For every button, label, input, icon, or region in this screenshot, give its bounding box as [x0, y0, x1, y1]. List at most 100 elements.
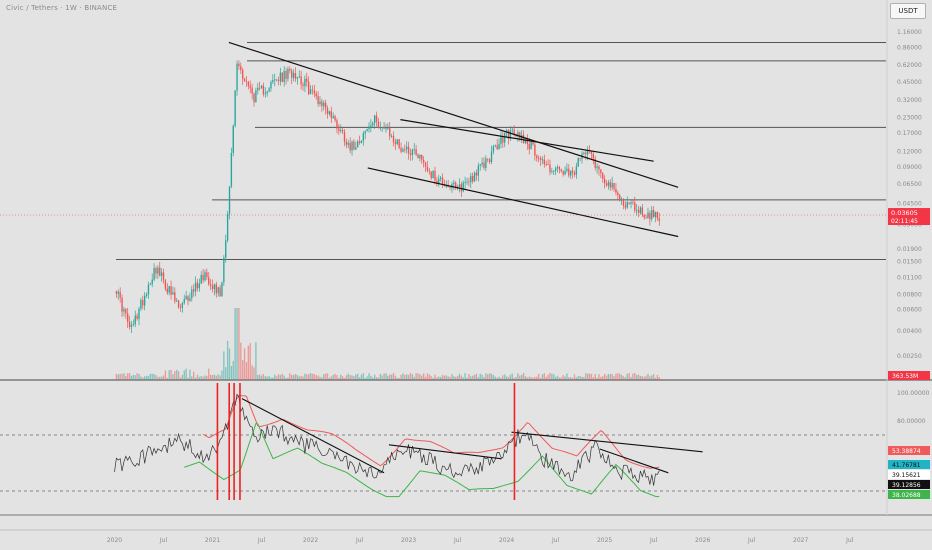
volume-bar — [600, 376, 602, 380]
candle — [292, 72, 295, 78]
volume-bar — [125, 375, 127, 380]
volume-bar — [228, 348, 231, 380]
candle — [537, 157, 540, 159]
candle — [613, 183, 615, 190]
candle — [289, 69, 291, 71]
candle — [511, 129, 513, 131]
candle — [193, 289, 195, 292]
time-tick-label: 2026 — [695, 537, 710, 544]
rsi-value-badge — [888, 460, 930, 469]
volume-bar — [488, 373, 491, 380]
volume-bar — [515, 376, 517, 380]
volume-bar — [364, 377, 366, 380]
candle — [324, 102, 327, 109]
volume-bar — [162, 375, 165, 380]
candle — [147, 284, 150, 295]
candle — [115, 291, 118, 294]
candle — [127, 313, 129, 322]
volume-bar — [274, 374, 276, 380]
volume-bar — [470, 376, 472, 380]
volume-bar — [277, 374, 280, 380]
candle — [598, 166, 600, 170]
candle — [345, 141, 348, 145]
candle — [336, 120, 338, 129]
volume-bar — [436, 377, 438, 380]
volume-bar — [355, 374, 357, 380]
candle — [460, 184, 463, 192]
volume-bar — [117, 374, 119, 380]
candle — [498, 143, 500, 150]
candle — [419, 154, 421, 159]
rsi-upper-band — [202, 395, 660, 469]
candle — [394, 142, 397, 144]
candle — [485, 158, 487, 168]
volume-bar — [398, 377, 400, 380]
time-tick-label: Jul — [159, 537, 168, 544]
candle — [430, 171, 432, 179]
candle — [556, 167, 559, 169]
candle — [149, 284, 152, 286]
candle — [119, 291, 121, 298]
volume-bar — [585, 373, 587, 380]
volume-bar — [136, 373, 138, 380]
volume-bar — [221, 370, 223, 380]
volume-bar — [543, 373, 545, 380]
volume-bar — [539, 377, 542, 380]
candle — [138, 308, 140, 319]
volume-bar — [651, 375, 653, 380]
time-tick-label: Jul — [355, 537, 364, 544]
candle — [577, 158, 579, 167]
candle — [639, 207, 642, 213]
volume-bar — [603, 373, 606, 380]
candle — [334, 116, 336, 121]
candle — [387, 127, 389, 129]
rsi-value: 41.76781 — [892, 462, 921, 469]
volume-bar — [409, 373, 412, 380]
candle — [159, 267, 161, 276]
volume-bar — [270, 377, 272, 380]
volume-bar — [434, 374, 436, 380]
candle — [652, 210, 655, 218]
volume-bar — [602, 376, 604, 380]
candle — [136, 315, 138, 319]
currency-button[interactable]: USDT — [890, 3, 926, 19]
time-tick-label: 2022 — [303, 537, 318, 544]
volume-bar — [385, 373, 387, 380]
volume-bar — [579, 375, 581, 380]
volume-bar — [458, 373, 461, 380]
candle — [398, 139, 400, 148]
candle — [643, 214, 645, 218]
candle — [338, 128, 340, 131]
volume-bar — [345, 375, 348, 380]
candle — [455, 182, 457, 187]
volume-bar — [328, 377, 331, 380]
volume-bar — [383, 373, 385, 380]
candle — [326, 108, 329, 114]
candle — [590, 151, 593, 154]
volume-bar — [138, 373, 140, 380]
volume-bar — [279, 374, 282, 380]
candle — [568, 168, 570, 176]
time-tick-label: 2025 — [597, 537, 612, 544]
candle — [213, 284, 216, 290]
rsi-trendline — [388, 444, 502, 460]
candle — [179, 307, 182, 309]
price-tick-label: 0.06500 — [897, 181, 922, 188]
candle — [200, 274, 202, 284]
volume-bar — [617, 373, 619, 380]
volume-bar — [285, 377, 287, 380]
candle — [406, 146, 408, 150]
candle — [366, 128, 368, 131]
candle — [315, 93, 317, 97]
candle — [551, 171, 553, 173]
price-tick-label: 0.01900 — [897, 246, 922, 253]
candle — [475, 172, 478, 176]
candle — [628, 202, 630, 204]
candle — [183, 298, 185, 303]
volume-bar — [351, 375, 353, 380]
candle — [242, 69, 244, 79]
candle — [458, 184, 461, 188]
volume-bar — [460, 375, 463, 380]
volume-bar — [249, 343, 251, 380]
